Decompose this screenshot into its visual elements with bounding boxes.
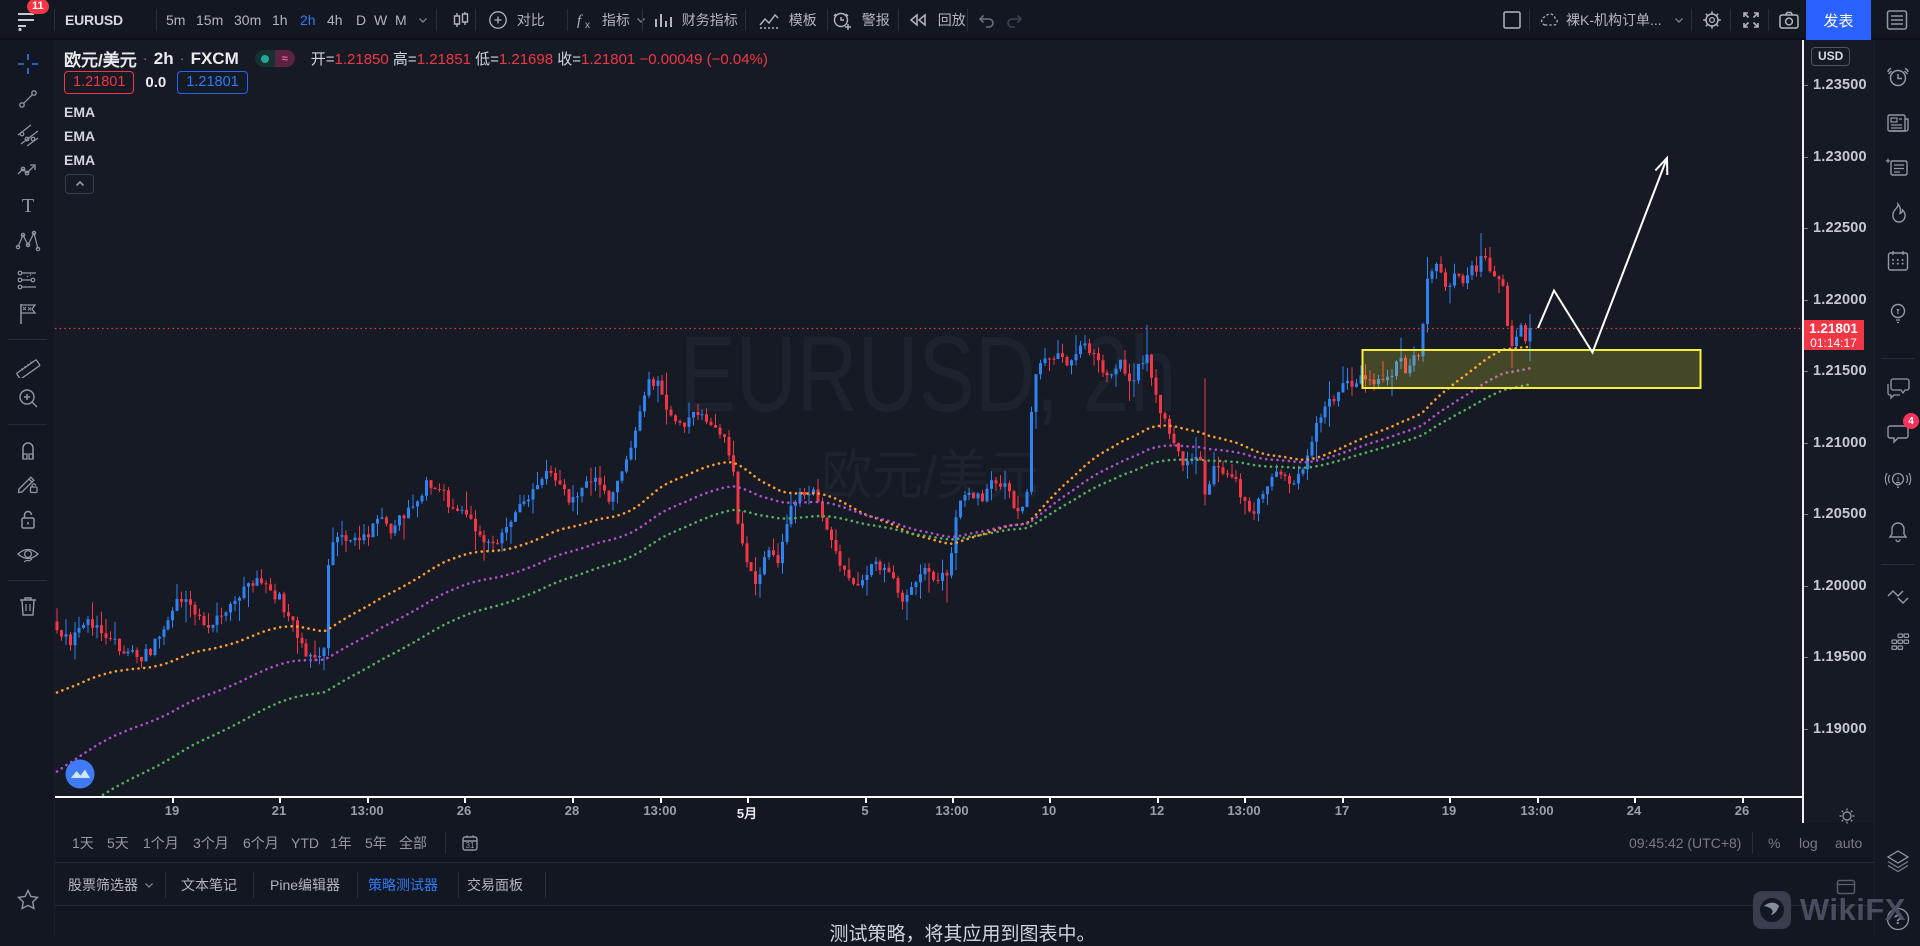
svg-text:T: T — [22, 195, 34, 217]
svg-text:31: 31 — [466, 841, 475, 850]
svg-text:EURUSD, 2h: EURUSD, 2h — [680, 313, 1177, 434]
svg-text:x: x — [585, 20, 590, 31]
svg-text:欧元/美元: 欧元/美元 — [821, 446, 1039, 506]
svg-text:f: f — [577, 13, 583, 29]
